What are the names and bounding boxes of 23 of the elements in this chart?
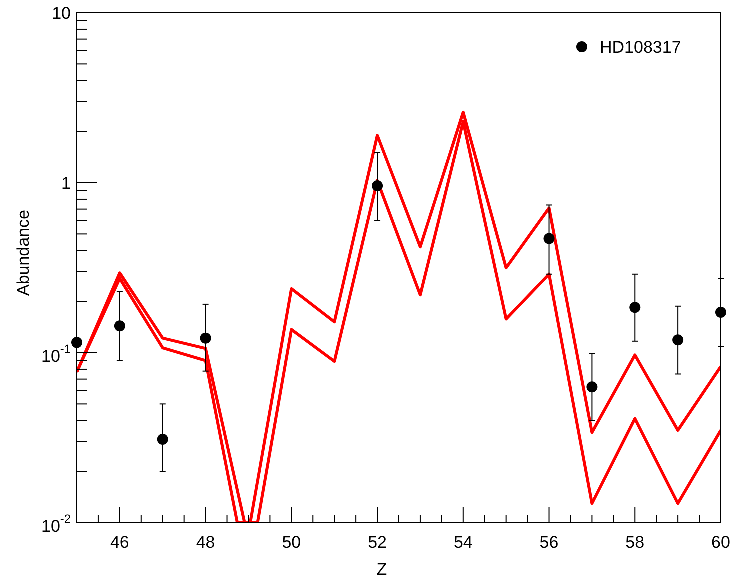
point: [114, 320, 126, 332]
y-tick-label: 10: [52, 4, 71, 22]
y-axis-title: Abundance: [14, 210, 33, 296]
point: [586, 382, 598, 393]
x-tick-label: 54: [454, 533, 473, 552]
x-axis-title: Z: [376, 560, 388, 578]
y-tick-label: 10$^{-2}$: [42, 512, 72, 536]
point: [544, 233, 555, 244]
point: [157, 434, 168, 445]
point: [672, 334, 684, 346]
x-tick-label: 46: [110, 533, 130, 552]
x-tick-label: 56: [540, 533, 559, 552]
y-tick-label: 1: [62, 174, 71, 192]
point: [372, 180, 384, 192]
y-tick-label: 10$^{-1}$: [42, 342, 72, 366]
x-tick-label: 50: [282, 533, 302, 552]
point: [200, 332, 212, 344]
x-tick-label: 48: [196, 533, 216, 552]
x-tick-label: 58: [626, 533, 645, 552]
x-tick-label: 52: [368, 533, 387, 552]
legend-label: HD108317: [600, 38, 682, 57]
x-tick-label: 60: [712, 533, 730, 552]
point: [630, 302, 641, 314]
